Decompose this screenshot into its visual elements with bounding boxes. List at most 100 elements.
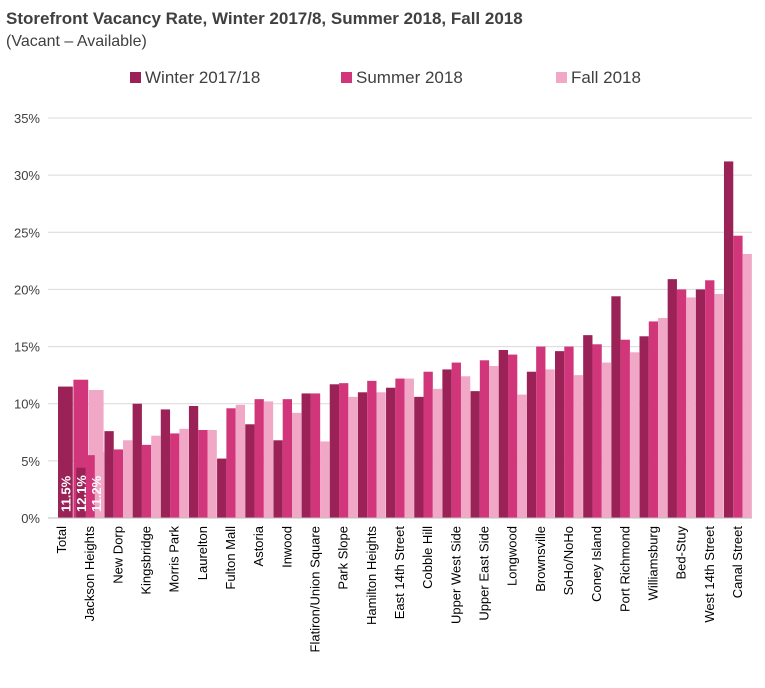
x-tick-label: Hamilton Heights [364,526,379,625]
x-axis: Total Jackson Heights New Dorp Kingsbridge M… [48,517,752,652]
bar-kingsbridge-fall-2018 [151,435,161,518]
bar-longwood-summer-2018 [507,354,518,518]
bar-williamsburg-summer-2018 [648,321,659,518]
x-tick-label: Upper West Side [448,526,463,624]
bars [58,161,752,518]
bar-kingsbridge-winter-2017-18 [132,403,142,518]
bar-flatiron-union-square-fall-2018 [320,441,330,518]
bar-inwood-fall-2018 [292,412,302,518]
bar-soho-noho-winter-2017-18 [555,351,565,518]
bar-park-slope-summer-2018 [339,383,349,518]
chart-title: Storefront Vacancy Rate, Winter 2017/8, … [6,9,523,28]
bar-new-dorp-fall-2018 [123,440,133,518]
x-tick-label: West 14th Street [702,526,717,623]
bar-astoria-winter-2017-18 [245,424,255,518]
bar-jackson-heights-fall-2018 [94,451,105,518]
y-tick-label: 0% [21,511,40,526]
bar-brownsville-fall-2018 [545,369,555,518]
x-tick-label: Brownsville [533,526,548,592]
bar-upper-west-side-summer-2018 [451,362,461,518]
bar-flatiron-union-square-winter-2017-18 [301,393,311,518]
data-label: 11.5% [58,475,73,512]
y-axis: 0% 5% 10% 15% 20% 25% 30% 35% [14,111,40,526]
bar-cobble-hill-summer-2018 [423,371,433,518]
bar-kingsbridge-summer-2018 [141,444,152,518]
bar-morris-park-winter-2017-18 [160,409,171,518]
y-tick-label: 10% [14,397,40,412]
bar-upper-west-side-winter-2017-18 [442,369,452,518]
chart-legend: Winter 2017/18 Summer 2018 Fall 2018 [130,68,641,87]
bar-astoria-summer-2018 [254,399,264,518]
x-tick-label: Flatiron/Union Square [308,526,323,652]
bar-brownsville-summer-2018 [536,346,546,518]
bar-longwood-winter-2017-18 [498,350,508,518]
x-tick-label: Upper East Side [476,526,491,621]
x-tick-label: Park Slope [336,526,351,590]
x-tick-label: Port Richmond [617,526,632,612]
x-tick-label: East 14th Street [392,526,407,620]
bar-soho-noho-summer-2018 [564,346,574,518]
bar-hamilton-heights-winter-2017-18 [357,392,368,518]
x-tick-label: Longwood [505,526,520,586]
bar-bed-stuy-fall-2018 [686,297,696,518]
bar-bed-stuy-winter-2017-18 [667,279,677,518]
bar-east-14th-street-winter-2017-18 [386,387,396,518]
bar-coney-island-summer-2018 [592,344,602,518]
bar-port-richmond-fall-2018 [629,352,640,518]
legend-swatch-fall-2018 [556,72,567,83]
bar-park-slope-winter-2017-18 [329,384,340,518]
x-tick-label: SoHo/NoHo [561,526,576,595]
bar-upper-east-side-winter-2017-18 [470,391,480,518]
bar-laurelton-summer-2018 [198,430,208,518]
bar-west-14th-street-summer-2018 [705,280,715,518]
bar-fulton-mall-fall-2018 [235,404,245,518]
chart-subtitle: (Vacant – Available) [6,33,147,50]
x-tick-label: Bed-Stuy [674,526,689,580]
bar-upper-east-side-fall-2018 [489,366,499,518]
bar-canal-street-fall-2018 [742,254,752,518]
x-tick-label: New Dorp [110,526,125,584]
bar-hamilton-heights-fall-2018 [376,392,386,518]
bar-total-winter-2017-18 [58,386,73,518]
bar-upper-east-side-summer-2018 [479,360,490,518]
bar-east-14th-street-summer-2018 [395,378,405,518]
bar-port-richmond-summer-2018 [620,339,630,518]
x-tick-label: Astoria [251,525,266,566]
x-tick-label: Morris Park [167,526,182,593]
bar-east-14th-street-fall-2018 [404,378,414,518]
gridlines [48,117,752,462]
bar-hamilton-heights-summer-2018 [367,380,377,518]
bar-inwood-summer-2018 [282,399,293,518]
x-tick-label: Williamsburg [645,526,660,600]
x-tick-label: Kingsbridge [139,526,154,595]
legend-label: Winter 2017/18 [145,68,260,87]
bar-williamsburg-winter-2017-18 [639,336,649,518]
legend-label: Fall 2018 [571,68,641,87]
legend-swatch-winter-2017-18 [130,72,141,83]
bar-fulton-mall-summer-2018 [226,408,236,518]
legend-label: Summer 2018 [356,68,463,87]
y-tick-label: 20% [14,282,40,297]
bar-inwood-winter-2017-18 [273,440,283,518]
bar-laurelton-winter-2017-18 [188,406,199,518]
y-tick-label: 35% [14,111,40,126]
bar-park-slope-fall-2018 [348,396,358,518]
y-tick-label: 30% [14,168,40,183]
data-label: 12.1% [74,475,89,512]
data-labels: 11.5% 12.1% 11.2% [58,475,104,512]
bar-canal-street-summer-2018 [733,235,743,518]
bar-new-dorp-winter-2017-18 [104,431,114,518]
legend-swatch-summer-2018 [341,72,352,83]
bar-new-dorp-summer-2018 [113,449,124,518]
bar-laurelton-fall-2018 [207,430,217,518]
bar-bed-stuy-summer-2018 [676,289,687,518]
y-tick-label: 15% [14,340,40,355]
bar-morris-park-fall-2018 [179,428,189,518]
bar-soho-noho-fall-2018 [573,375,583,518]
x-tick-label: Inwood [279,526,294,568]
bar-canal-street-winter-2017-18 [723,161,734,518]
bar-fulton-mall-winter-2017-18 [217,458,227,518]
bar-jackson-heights-winter-2017-18 [76,467,86,518]
bar-jackson-heights-summer-2018 [85,455,95,518]
x-tick-label: Cobble Hill [420,526,435,589]
